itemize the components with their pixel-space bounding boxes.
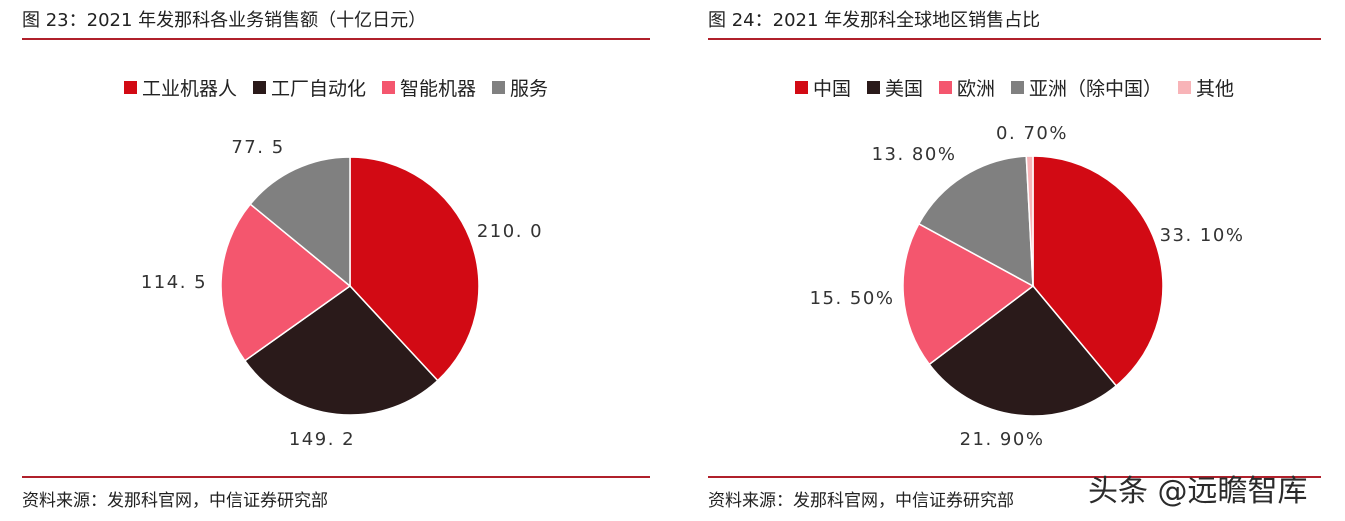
legend-label: 美国 [884,78,923,100]
legend-label: 智能机器 [400,78,477,100]
legend-item: 美国 [866,74,923,101]
legend-item: 中国 [794,74,851,101]
legend-item: 工厂自动化 [252,74,366,101]
legend-swatch [938,81,952,94]
legend-item: 其他 [1178,74,1234,101]
figure-source: 资料来源：发那科官网，中信证券研究部 [22,491,328,511]
pie-slice [1032,155,1164,387]
legend-label: 中国 [812,78,851,100]
legend-item: 工业机器人 [123,74,237,101]
source-rule [708,476,1321,478]
data-label: 15. 50% [810,288,895,309]
data-label: 77. 5 [231,137,284,158]
legend-swatch [382,81,395,94]
pie-slice [249,156,351,288]
legend-label: 亚洲（除中国） [1029,78,1163,100]
title-rule [708,38,1321,40]
figure-23: 图 23：2021 年发那科各业务销售额（十亿日元） 工业机器人 工厂自动化 智能机… [22,0,650,521]
legend-label: 工厂自动化 [270,78,366,100]
legend-swatch [1011,81,1024,94]
pie-slice [917,155,1034,288]
data-label: 114. 5 [141,272,207,293]
pie-slice [220,203,352,362]
legend-item: 服务 [492,74,548,101]
figure-title: 图 24：2021 年发那科全球地区销售占比 [708,10,1041,31]
legend-item: 亚洲（除中国） [1011,74,1162,101]
chart-legend: 工业机器人 工厂自动化 智能机器 服务 [22,74,650,101]
legend-item: 欧洲 [938,74,995,101]
data-label: 149. 2 [289,429,355,450]
pie-chart-business-sales: 210. 0 149. 2 114. 5 77. 5 [141,137,543,450]
watermark: 头条 @远瞻智库 [1088,474,1308,509]
data-label: 210. 0 [477,221,543,242]
title-rule [22,38,650,40]
data-label: 13. 80% [872,144,957,165]
pie-slice [928,284,1118,417]
legend-swatch [492,81,506,94]
legend-swatch [123,81,137,94]
legend-label: 其他 [1196,78,1235,100]
pie-slice [902,222,1035,366]
figure-title: 图 23：2021 年发那科各业务销售额（十亿日元） [22,10,427,31]
figure-24: 图 24：2021 年发那科全球地区销售占比 中国 美国 欧洲 亚洲（除中国） 其他 3… [708,0,1321,521]
pie-chart-regional-share: 33. 10% 21. 90% 15. 50% 13. 80% 0. 70% [810,123,1245,450]
legend-swatch [794,81,808,94]
legend-swatch [1178,81,1192,94]
data-label: 33. 10% [1160,225,1245,246]
data-label: 0. 70% [996,123,1068,144]
legend-label: 工业机器人 [141,78,237,100]
source-rule [22,476,650,478]
legend-swatch [252,81,266,94]
pie-slice [349,156,480,382]
figure-source: 资料来源：发那科官网，中信证券研究部 [708,491,1014,511]
pie-slice [243,285,439,416]
legend-label: 欧洲 [956,78,995,100]
legend-swatch [866,81,880,94]
legend-label: 服务 [510,78,549,100]
chart-legend: 中国 美国 欧洲 亚洲（除中国） 其他 [708,74,1321,101]
pie-slice [1025,155,1034,287]
legend-item: 智能机器 [382,74,476,101]
data-label: 21. 90% [960,429,1045,450]
